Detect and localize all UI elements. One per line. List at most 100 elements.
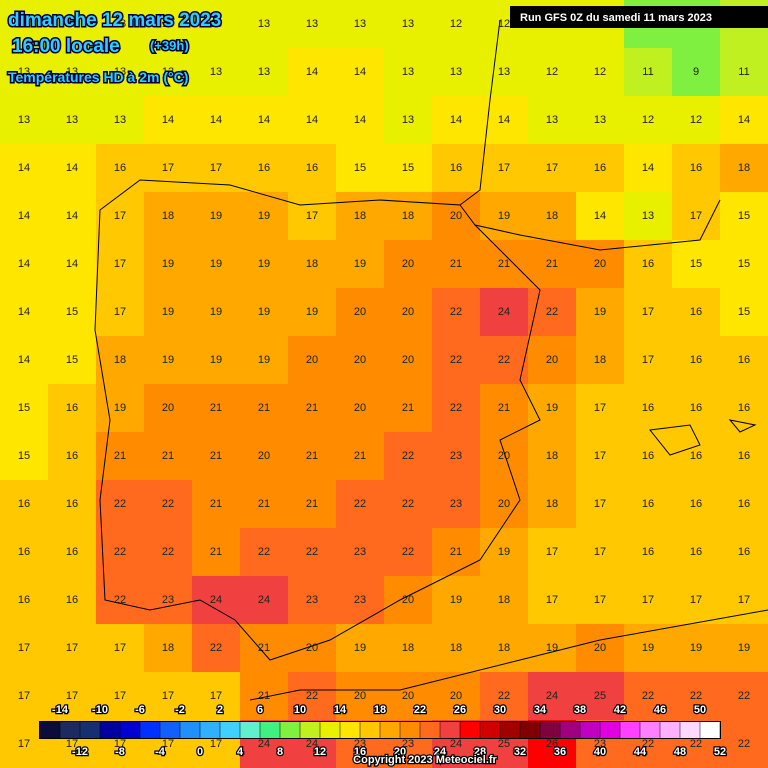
temp-value: 21	[354, 450, 366, 462]
temp-cell	[144, 96, 192, 144]
temp-cell	[720, 576, 768, 624]
temp-value: 18	[450, 642, 462, 654]
temp-value: 18	[354, 210, 366, 222]
temp-value: 19	[642, 642, 654, 654]
colorbar-segment	[540, 722, 560, 738]
colorbar-segment	[500, 722, 520, 738]
temp-value: 13	[450, 66, 462, 78]
colorbar-segment	[620, 722, 640, 738]
temp-value: 20	[162, 402, 174, 414]
temp-cell	[96, 672, 144, 720]
france-coast	[459, 19, 721, 251]
temp-cell	[48, 48, 96, 96]
temp-value: 26	[546, 738, 558, 750]
temp-value: 16	[642, 258, 654, 270]
colorbar-label: 10	[294, 704, 306, 716]
temp-value: 23	[162, 594, 174, 606]
temp-value: 22	[642, 690, 654, 702]
colorbar-segment	[100, 722, 120, 738]
temp-value: 13	[258, 18, 270, 30]
temp-cell	[96, 240, 144, 288]
temp-cell	[144, 288, 192, 336]
temp-cell	[240, 48, 288, 96]
temp-value: 22	[690, 738, 702, 750]
temp-value: 18	[546, 498, 558, 510]
temp-cell	[576, 96, 624, 144]
temp-cell	[0, 0, 48, 48]
temp-value: 18	[546, 210, 558, 222]
temp-cell	[288, 0, 336, 48]
temp-value: 21	[306, 498, 318, 510]
temp-value: 13	[306, 18, 318, 30]
temp-value: 17	[546, 162, 558, 174]
temp-value: 15	[690, 258, 702, 270]
temp-value: 17	[690, 594, 702, 606]
temp-cell	[0, 384, 48, 432]
temp-value: 13	[546, 114, 558, 126]
temp-value: 21	[450, 546, 462, 558]
temp-cell	[480, 672, 528, 720]
temp-value: 20	[546, 354, 558, 366]
temp-cell	[576, 576, 624, 624]
temp-cell	[384, 576, 432, 624]
temp-cell	[0, 240, 48, 288]
temp-value: 21	[450, 258, 462, 270]
colorbar-segment	[80, 722, 100, 738]
temp-value: 18	[114, 354, 126, 366]
temp-value: 18	[402, 210, 414, 222]
temp-value: 24	[210, 594, 222, 606]
temp-cell	[288, 336, 336, 384]
temp-value: 20	[402, 306, 414, 318]
temp-cell	[144, 480, 192, 528]
colorbar-segment	[380, 722, 400, 738]
temp-cell	[144, 144, 192, 192]
temp-value: 24	[546, 690, 558, 702]
temp-value: 22	[450, 306, 462, 318]
temp-cell	[192, 384, 240, 432]
temp-value: 16	[738, 450, 750, 462]
temp-value: 22	[690, 690, 702, 702]
temp-cell	[48, 96, 96, 144]
temp-cell	[432, 96, 480, 144]
temp-value: 14	[18, 306, 30, 318]
temp-value: 19	[258, 306, 270, 318]
colorbar-label: -8	[115, 746, 125, 758]
temp-value: 17	[210, 738, 222, 750]
temp-value: 22	[402, 498, 414, 510]
temp-cell	[96, 480, 144, 528]
temp-value: 14	[450, 114, 462, 126]
temp-cell	[720, 192, 768, 240]
temp-value: 22	[546, 306, 558, 318]
colorbar-segment	[260, 722, 280, 738]
colorbar-label: 2	[217, 704, 223, 716]
temp-cell	[144, 384, 192, 432]
colorbar-label: 30	[494, 704, 506, 716]
temp-cell	[624, 336, 672, 384]
temp-value: 16	[18, 498, 30, 510]
temp-cell	[96, 336, 144, 384]
temp-value: 13	[18, 114, 30, 126]
colorbar-label: 34	[534, 704, 547, 716]
temp-cell	[624, 432, 672, 480]
temp-value: 19	[210, 210, 222, 222]
temp-cell	[672, 384, 720, 432]
colorbar-segment	[160, 722, 180, 738]
temp-cell	[384, 288, 432, 336]
temp-value: 22	[114, 498, 126, 510]
temp-cell	[96, 624, 144, 672]
temp-value: 15	[18, 402, 30, 414]
colorbar-segment	[360, 722, 380, 738]
temp-value: 21	[258, 498, 270, 510]
temp-value: 23	[354, 594, 366, 606]
temp-cell	[480, 384, 528, 432]
temp-value: 21	[546, 258, 558, 270]
temp-cell	[288, 624, 336, 672]
temp-cell	[96, 0, 144, 48]
colorbar-segment	[600, 722, 620, 738]
temp-cell	[48, 432, 96, 480]
colorbar-segment	[580, 722, 600, 738]
temp-cell	[576, 480, 624, 528]
temp-cell	[240, 576, 288, 624]
colorbar-segment	[660, 722, 680, 738]
colorbar-segment	[60, 722, 80, 738]
